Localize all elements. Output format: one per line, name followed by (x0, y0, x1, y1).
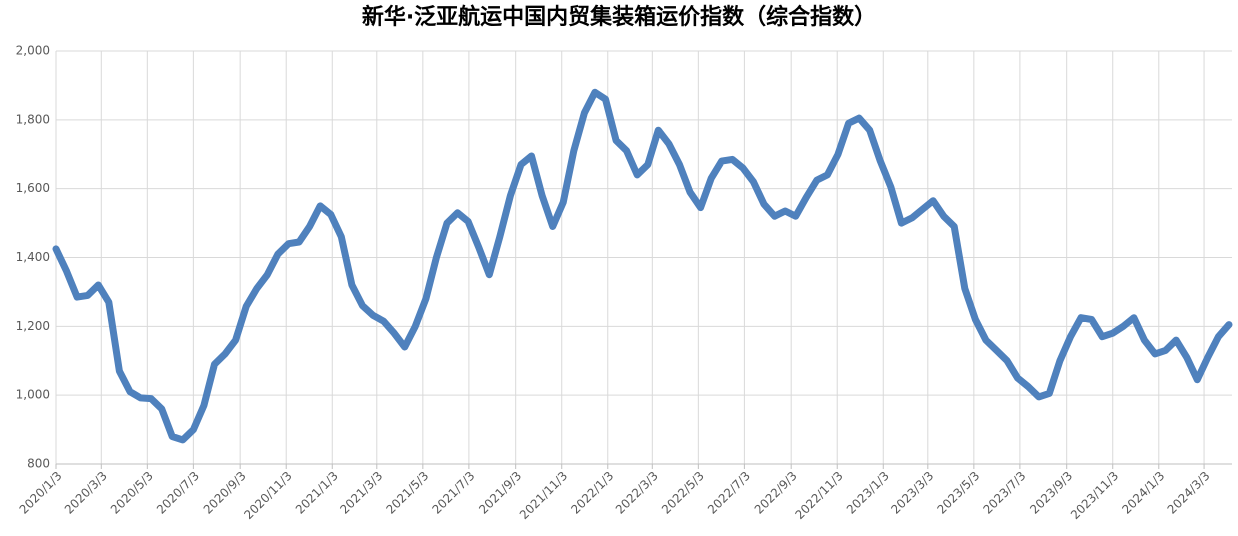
chart-title: 新华·泛亚航运中国内贸集装箱运价指数（综合指数） (362, 4, 876, 30)
x-tick-label: 2020/7/3 (154, 469, 202, 517)
x-tick-label: 2023/5/3 (934, 469, 982, 517)
y-tick-label: 800 (27, 457, 50, 471)
x-tick-label: 2022/3/3 (613, 469, 661, 517)
x-tick-label: 2021/1/3 (293, 469, 341, 517)
x-tick-label: 2021/11/3 (517, 469, 570, 522)
x-tick-label: 2022/11/3 (792, 469, 845, 522)
x-tick-label: 2022/7/3 (705, 469, 753, 517)
x-tick-label: 2024/3/3 (1165, 469, 1213, 517)
x-tick-label: 2021/7/3 (429, 469, 477, 517)
x-tick-label: 2020/11/3 (241, 469, 294, 522)
x-tick-label: 2022/5/3 (659, 469, 707, 517)
y-tick-label: 2,000 (16, 44, 50, 58)
x-tick-label: 2020/9/3 (201, 469, 249, 517)
y-tick-label: 1,200 (16, 319, 50, 333)
x-tick-label: 2023/11/3 (1068, 469, 1121, 522)
series-line (52, 88, 1233, 444)
x-tick-label: 2020/1/3 (17, 469, 65, 517)
x-tick-label: 2022/1/3 (568, 469, 616, 517)
x-tick-label: 2023/7/3 (980, 469, 1028, 517)
x-tick-label: 2023/9/3 (1027, 469, 1075, 517)
y-tick-label: 1,600 (16, 181, 50, 195)
x-tick-label: 2021/5/3 (383, 469, 431, 517)
y-tick-label: 1,000 (16, 388, 50, 402)
x-tick-label: 2023/3/3 (888, 469, 936, 517)
x-tick-label: 2021/3/3 (337, 469, 385, 517)
x-tick-label: 2020/3/3 (62, 469, 110, 517)
y-tick-label: 1,800 (16, 112, 50, 126)
x-tick-label: 2020/5/3 (108, 469, 156, 517)
x-tick-label: 2023/1/3 (844, 469, 892, 517)
y-tick-label: 1,400 (16, 250, 50, 264)
x-tick-label: 2022/9/3 (752, 469, 800, 517)
x-tick-label: 2024/1/3 (1119, 469, 1167, 517)
x-tick-label: 2021/9/3 (476, 469, 524, 517)
